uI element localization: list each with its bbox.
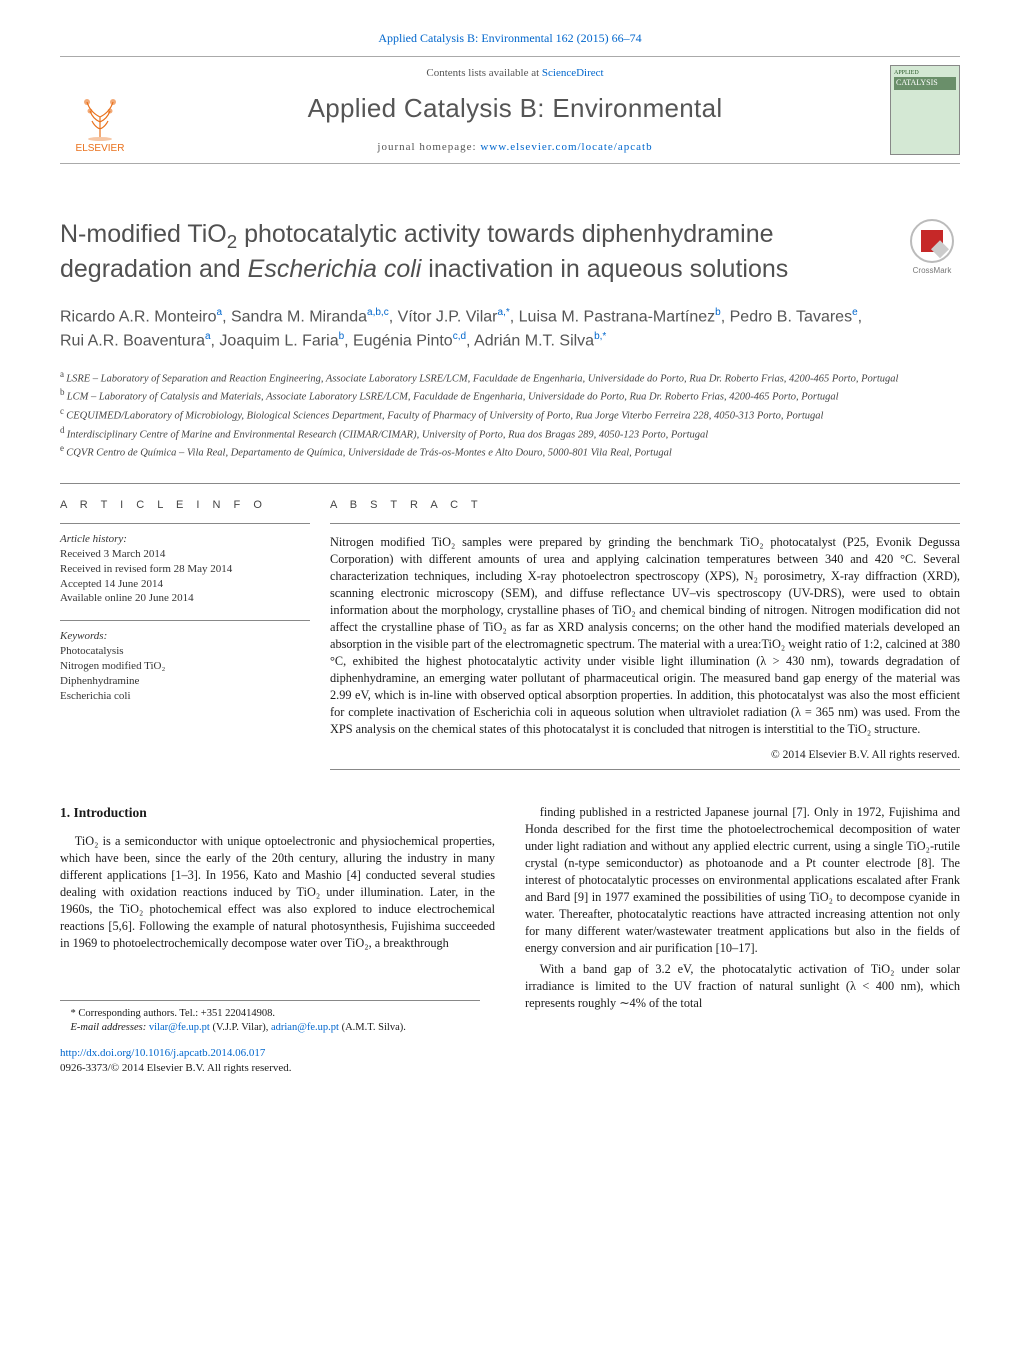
abstract-rule <box>330 523 960 524</box>
author-name: Ricardo A.R. Monteiro <box>60 308 217 325</box>
cover-label-main: CATALYSIS <box>894 77 956 90</box>
body-left-column: 1. Introduction TiO₂ is a semiconductor … <box>60 804 495 1076</box>
cover-label-top: APPLIED <box>894 69 956 77</box>
footnotes: * Corresponding authors. Tel.: +351 2204… <box>60 1000 480 1036</box>
affiliation-line: e CQVR Centro de Química – Vila Real, De… <box>60 442 960 461</box>
history-label: Article history: <box>60 533 127 545</box>
affiliation-key: e <box>60 443 66 453</box>
homepage-link[interactable]: www.elsevier.com/locate/apcatb <box>480 141 652 153</box>
article-title: N-modified TiO2 photocatalytic activity … <box>60 219 820 285</box>
email-label: E-mail addresses: <box>71 1022 149 1033</box>
issn-copyright: 0926-3373/© 2014 Elsevier B.V. All right… <box>60 1062 292 1074</box>
header-center: Contents lists available at ScienceDirec… <box>140 66 890 155</box>
affiliation-line: d Interdisciplinary Centre of Marine and… <box>60 424 960 443</box>
author-name: , Eugénia Pinto <box>344 333 453 350</box>
author-affil-marker: a,* <box>498 307 510 318</box>
crossmark-badge[interactable]: CrossMark <box>904 219 960 277</box>
title-sub1: 2 <box>227 231 237 252</box>
crossmark-square-icon <box>921 230 943 252</box>
affiliation-key: c <box>60 406 66 416</box>
citation-link[interactable]: Applied Catalysis B: Environmental 162 (… <box>378 31 641 45</box>
author-name: , Adrián M.T. Silva <box>466 333 594 350</box>
crossmark-circle-icon <box>910 219 954 263</box>
doi-block: http://dx.doi.org/10.1016/j.apcatb.2014.… <box>60 1046 495 1076</box>
history-line: Accepted 14 June 2014 <box>60 577 310 592</box>
info-rule-2 <box>60 620 310 621</box>
crossmark-label: CrossMark <box>913 266 952 277</box>
email-link-1[interactable]: vilar@fe.up.pt <box>149 1022 210 1033</box>
author-name: , Pedro B. Tavares <box>721 308 852 325</box>
title-post: inactivation in aqueous solutions <box>421 255 788 283</box>
email-who-2: (A.M.T. Silva). <box>339 1022 406 1033</box>
homepage-label: journal homepage: <box>377 141 480 153</box>
title-pre: N-modified TiO <box>60 220 227 248</box>
affiliation-key: b <box>60 387 67 397</box>
affiliation-line: b LCM – Laboratory of Catalysis and Mate… <box>60 386 960 405</box>
author-affil-marker: c,d <box>453 331 466 342</box>
sciencedirect-link[interactable]: ScienceDirect <box>542 67 604 79</box>
author-name: , Luisa M. Pastrana-Martínez <box>510 308 715 325</box>
author-affil-marker: b,* <box>594 331 606 342</box>
abstract-text: Nitrogen modified TiO₂ samples were prep… <box>330 534 960 738</box>
email-link-2[interactable]: adrian@fe.up.pt <box>271 1022 339 1033</box>
intro-paragraph-left: TiO₂ is a semiconductor with unique opto… <box>60 833 495 952</box>
email-who-1: (V.J.P. Vilar), <box>210 1022 271 1033</box>
intro-paragraph-right-1: finding published in a restricted Japane… <box>525 804 960 957</box>
section-1-heading: 1. Introduction <box>60 804 495 823</box>
rule-above-info <box>60 483 960 484</box>
publisher-name: ELSEVIER <box>76 142 125 156</box>
keyword-line: Escherichia coli <box>60 689 310 704</box>
affiliation-line: c CEQUIMED/Laboratory of Microbiology, B… <box>60 405 960 424</box>
history-line: Received in revised form 28 May 2014 <box>60 562 310 577</box>
journal-cover-thumb: APPLIED CATALYSIS <box>890 65 960 155</box>
author-affil-marker: a,b,c <box>367 307 389 318</box>
elsevier-tree-icon <box>75 87 125 142</box>
affiliation-key: a <box>60 369 66 379</box>
keywords-block: Keywords: PhotocatalysisNitrogen modifie… <box>60 629 310 703</box>
publisher-logo: ELSEVIER <box>60 65 140 155</box>
article-info-heading: a r t i c l e i n f o <box>60 498 310 513</box>
contents-prefix: Contents lists available at <box>426 67 541 79</box>
affiliation-key: d <box>60 425 67 435</box>
history-line: Available online 20 June 2014 <box>60 591 310 606</box>
abstract-heading: a b s t r a c t <box>330 498 960 513</box>
history-line: Received 3 March 2014 <box>60 547 310 562</box>
keyword-line: Diphenhydramine <box>60 674 310 689</box>
body-right-column: finding published in a restricted Japane… <box>525 804 960 1076</box>
affiliations-list: a LSRE – Laboratory of Separation and Re… <box>60 368 960 462</box>
keyword-line: Photocatalysis <box>60 644 310 659</box>
abstract-rule-bottom <box>330 769 960 770</box>
keywords-label: Keywords: <box>60 629 310 644</box>
keyword-line: Nitrogen modified TiO₂ <box>60 659 310 674</box>
journal-header: ELSEVIER Contents lists available at Sci… <box>60 56 960 164</box>
authors-list: Ricardo A.R. Monteiroa, Sandra M. Mirand… <box>60 305 880 354</box>
journal-name: Applied Catalysis B: Environmental <box>140 91 890 126</box>
author-name: , Joaquim L. Faria <box>211 333 339 350</box>
title-italic: Escherichia coli <box>248 255 422 283</box>
doi-link[interactable]: http://dx.doi.org/10.1016/j.apcatb.2014.… <box>60 1047 265 1059</box>
article-history: Article history: Received 3 March 2014Re… <box>60 532 310 606</box>
corresponding-author-note: * Corresponding authors. Tel.: +351 2204… <box>60 1007 480 1022</box>
info-rule-1 <box>60 523 310 524</box>
author-name: , Sandra M. Miranda <box>222 308 367 325</box>
abstract-copyright: © 2014 Elsevier B.V. All rights reserved… <box>330 748 960 764</box>
affiliation-line: a LSRE – Laboratory of Separation and Re… <box>60 368 960 387</box>
citation-line: Applied Catalysis B: Environmental 162 (… <box>60 30 960 46</box>
author-name: , Vítor J.P. Vilar <box>389 308 498 325</box>
intro-paragraph-right-2: With a band gap of 3.2 eV, the photocata… <box>525 961 960 1012</box>
